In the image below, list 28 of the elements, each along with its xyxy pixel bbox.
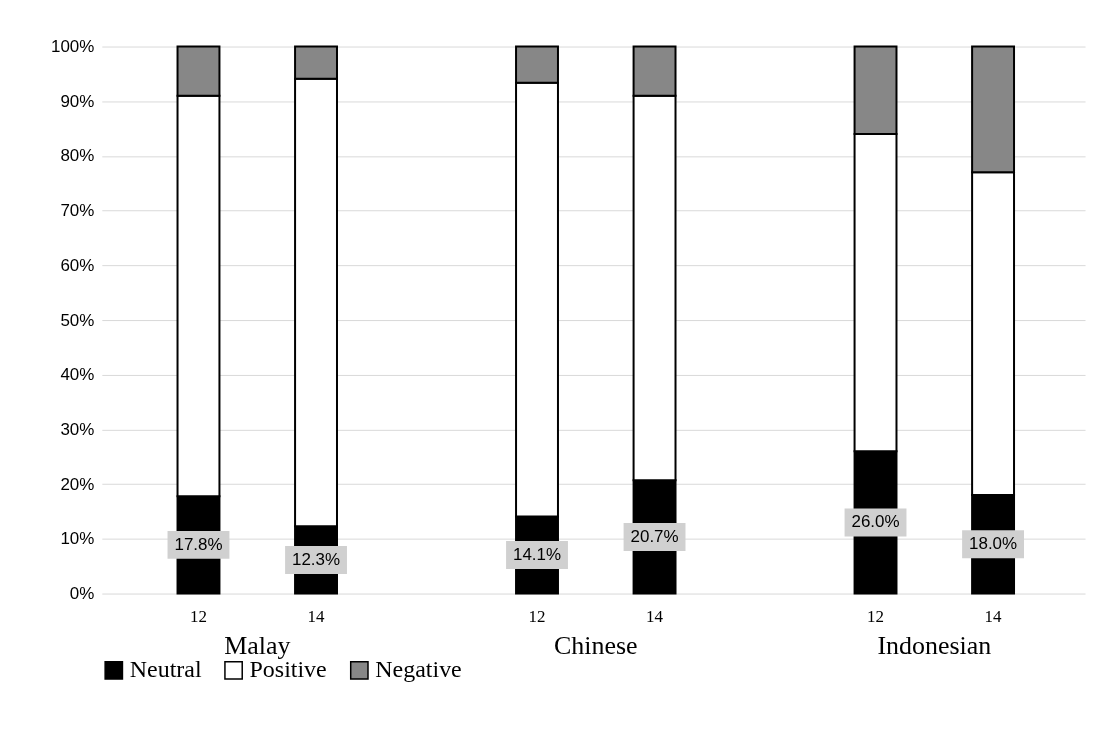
text: Chinese <box>554 631 638 661</box>
text: Malay <box>224 631 291 661</box>
x-tick-label: 12 <box>867 606 884 626</box>
y-tick-label: 70% <box>60 201 95 221</box>
x-tick-label: 12 <box>190 606 207 626</box>
y-tick-label: 20% <box>60 474 95 494</box>
data-label: 12.3% <box>291 549 341 569</box>
y-tick-label: 0% <box>69 584 95 604</box>
legend-label: Negative <box>375 656 462 683</box>
legend-label: Neutral <box>129 656 202 683</box>
x-tick-label: 14 <box>984 606 1003 626</box>
data-label: 20.7% <box>630 526 679 546</box>
y-tick-label: 10% <box>60 529 95 549</box>
text: Indonesian <box>877 631 992 661</box>
data-label: 18.0% <box>969 534 1018 554</box>
y-tick-label: 100% <box>50 37 95 57</box>
y-tick-label: 40% <box>60 365 95 385</box>
y-tick-label: 50% <box>60 310 95 330</box>
y-tick-label: 60% <box>60 255 95 275</box>
data-label: 17.8% <box>174 534 223 554</box>
y-tick-label: 30% <box>60 419 95 439</box>
x-tick-label: 12 <box>528 606 546 626</box>
data-label: 26.0% <box>851 512 900 532</box>
data-label: 14.1% <box>512 544 562 564</box>
y-tick-label: 80% <box>60 146 95 166</box>
x-tick-label: 14 <box>307 606 326 626</box>
x-tick-label: 14 <box>646 606 664 626</box>
y-tick-label: 90% <box>60 91 95 111</box>
